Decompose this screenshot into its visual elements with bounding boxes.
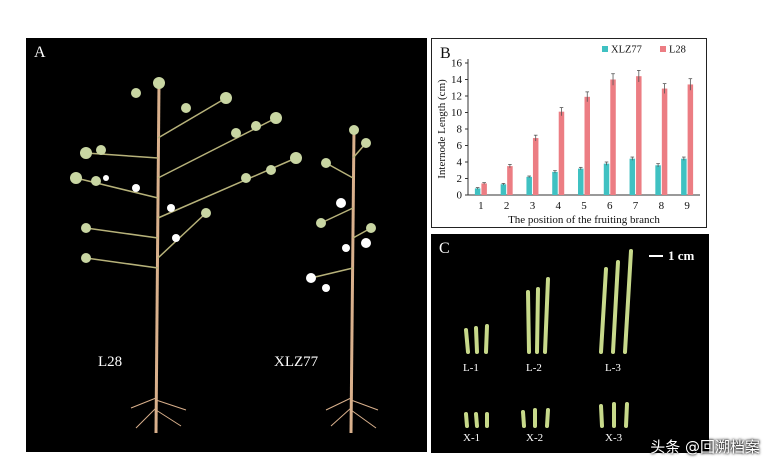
internode-samples-panel: C 1 cm L-1 L-2 L-3 X-1 X-2 X-3 (431, 234, 709, 453)
scale-bar-label: 1 cm (668, 248, 695, 263)
x-tick-label: 1 (478, 200, 484, 212)
bar-l28-5 (584, 96, 590, 195)
sample-label-x3: X-3 (605, 432, 623, 444)
x-tick-label: 3 (530, 200, 536, 212)
sample-label-l3: L-3 (605, 362, 621, 374)
bar-l28-9 (687, 84, 694, 195)
plant-left-label: L28 (98, 354, 123, 370)
bar-xlz77-6 (603, 163, 610, 195)
x-tick-label: 7 (633, 200, 639, 212)
bar-xlz77-2 (500, 184, 507, 195)
bar-l28-2 (507, 166, 513, 195)
x-tick-label: 5 (581, 200, 587, 212)
plant-right-label: XLZ77 (274, 354, 319, 370)
bar-l28-1 (481, 183, 487, 195)
y-tick-label: 14 (451, 74, 463, 86)
y-tick-label: 16 (451, 58, 463, 70)
internode-illustration (464, 249, 663, 428)
y-tick-label: 6 (457, 140, 463, 152)
bar-chart-panel: B 0 2 4 6 8 10 12 14 16 1 2 3 4 5 6 7 8 9 The position of … (431, 38, 707, 228)
legend-label-l28: L28 (669, 45, 686, 56)
x-tick-label: 4 (555, 200, 561, 212)
watermark: 头条 @回溯档案 (650, 438, 760, 456)
sample-label-l1: L-1 (463, 362, 479, 374)
bar-l28-3 (532, 138, 539, 195)
bar-l28-4 (558, 111, 565, 195)
bar-xlz77-5 (578, 168, 584, 195)
bar-l28-7 (636, 76, 642, 195)
x-tick-label: 6 (607, 200, 613, 212)
y-tick-label: 2 (457, 173, 463, 185)
y-tick-label: 0 (457, 190, 463, 202)
panel-b-label: B (440, 45, 451, 62)
y-tick-label: 12 (451, 91, 462, 103)
bar-l28-8 (661, 88, 668, 195)
bar-xlz77-9 (681, 158, 687, 195)
bar-xlz77-7 (629, 158, 636, 195)
bar-xlz77-1 (474, 188, 481, 195)
legend-swatch-l28 (660, 46, 666, 52)
bar-xlz77-3 (526, 176, 532, 195)
sample-label-x2: X-2 (526, 432, 544, 444)
plants-photo-panel: A L28 XLZ77 (26, 38, 427, 452)
panel-c-label: C (439, 240, 450, 257)
sample-label-x1: X-1 (463, 432, 481, 444)
y-tick-label: 4 (457, 157, 463, 169)
x-tick-label: 8 (659, 200, 665, 212)
y-tick-label: 10 (451, 107, 463, 119)
y-tick-label: 8 (457, 124, 463, 136)
y-axis-label: Internode Length (cm) (436, 79, 448, 179)
bar-xlz77-8 (655, 165, 661, 195)
plants-illustration (70, 77, 379, 434)
panel-a-label: A (34, 44, 46, 61)
sample-label-l2: L-2 (526, 362, 542, 374)
bar-l28-6 (610, 79, 616, 195)
legend-label-xlz77: XLZ77 (611, 45, 642, 56)
legend-swatch-xlz77 (602, 46, 608, 52)
x-tick-label: 2 (504, 200, 510, 212)
x-axis-label: The position of the fruiting branch (508, 214, 660, 226)
x-tick-label: 9 (684, 200, 690, 212)
bar-xlz77-4 (552, 171, 558, 195)
